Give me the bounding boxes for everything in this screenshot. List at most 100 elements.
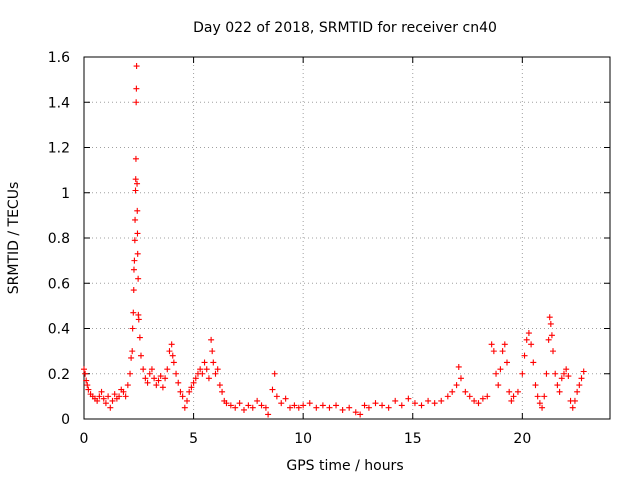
data-point — [120, 388, 127, 395]
data-point — [111, 391, 118, 398]
data-point — [127, 370, 134, 377]
data-point — [438, 397, 445, 404]
data-point — [216, 382, 223, 389]
data-point — [539, 404, 546, 411]
y-tick-label: 1.4 — [48, 95, 70, 111]
y-axis-label: SRMTID / TECUs — [6, 182, 22, 295]
data-point — [133, 85, 140, 92]
data-point — [134, 180, 141, 187]
data-point — [203, 366, 210, 373]
data-point — [398, 402, 405, 409]
data-point — [547, 320, 554, 327]
data-point — [132, 216, 139, 223]
y-tick-label: 0.6 — [48, 276, 70, 292]
data-point — [122, 393, 129, 400]
data-point — [571, 397, 578, 404]
data-point — [300, 402, 307, 409]
grid-lines — [84, 57, 610, 419]
data-point — [271, 370, 278, 377]
data-point — [546, 314, 553, 321]
data-point — [164, 366, 171, 373]
data-point — [525, 330, 532, 337]
data-point — [453, 382, 460, 389]
data-point — [135, 275, 142, 282]
x-tick-label: 0 — [80, 431, 89, 447]
data-point — [295, 404, 302, 411]
data-point — [177, 388, 184, 395]
data-point — [254, 397, 261, 404]
data-point — [159, 384, 166, 391]
data-point — [457, 375, 464, 382]
data-point — [574, 388, 581, 395]
plot-frame — [83, 56, 611, 420]
data-point — [227, 402, 234, 409]
data-point — [385, 404, 392, 411]
data-point — [534, 393, 541, 400]
data-point — [136, 334, 143, 341]
data-point — [223, 400, 230, 407]
data-point — [210, 359, 217, 366]
data-point — [129, 325, 136, 332]
data-point — [449, 388, 456, 395]
data-point — [514, 388, 521, 395]
data-point — [339, 406, 346, 413]
data-point — [444, 393, 451, 400]
data-point — [506, 388, 513, 395]
data-point — [503, 359, 510, 366]
data-point — [232, 404, 239, 411]
data-point — [425, 397, 432, 404]
data-point — [240, 406, 247, 413]
data-point — [554, 382, 561, 389]
data-point — [282, 395, 289, 402]
data-point — [528, 341, 535, 348]
data-point — [116, 393, 123, 400]
data-point — [519, 370, 526, 377]
data-point — [411, 400, 418, 407]
data-point — [124, 382, 131, 389]
x-tick-label: 10 — [294, 431, 312, 447]
data-point — [497, 366, 504, 373]
data-point — [201, 359, 208, 366]
data-point — [192, 375, 199, 382]
data-point — [137, 352, 144, 359]
data-point — [197, 366, 204, 373]
data-point — [563, 366, 570, 373]
data-point — [109, 397, 116, 404]
data-point — [558, 375, 565, 382]
data-point — [148, 366, 155, 373]
data-point — [131, 237, 138, 244]
data-point — [96, 393, 103, 400]
data-point — [184, 397, 191, 404]
data-point — [536, 400, 543, 407]
data-point — [488, 341, 495, 348]
data-point — [357, 411, 364, 418]
data-point — [475, 400, 482, 407]
y-tick-label: 1.2 — [48, 141, 70, 157]
data-point — [134, 207, 141, 214]
data-point — [352, 409, 359, 416]
data-point — [135, 316, 142, 323]
data-point — [214, 366, 221, 373]
data-point — [186, 388, 193, 395]
chart-title: Day 022 of 2018, SRMTID for receiver cn4… — [193, 20, 497, 36]
data-point — [166, 348, 173, 355]
data-point — [132, 187, 139, 194]
y-tick-label: 1.6 — [48, 50, 70, 66]
data-point — [418, 402, 425, 409]
data-point — [545, 336, 552, 343]
data-point — [107, 404, 114, 411]
data-point — [556, 388, 563, 395]
axis-ticks — [83, 56, 610, 420]
data-point — [102, 400, 109, 407]
data-point — [560, 370, 567, 377]
data-point — [130, 309, 137, 316]
data-point — [128, 354, 135, 361]
data-point — [578, 375, 585, 382]
data-point — [565, 373, 572, 380]
data-point — [550, 348, 557, 355]
data-point — [153, 382, 160, 389]
data-point — [132, 155, 139, 162]
data-point — [249, 404, 256, 411]
data-point — [530, 359, 537, 366]
data-point — [181, 404, 188, 411]
